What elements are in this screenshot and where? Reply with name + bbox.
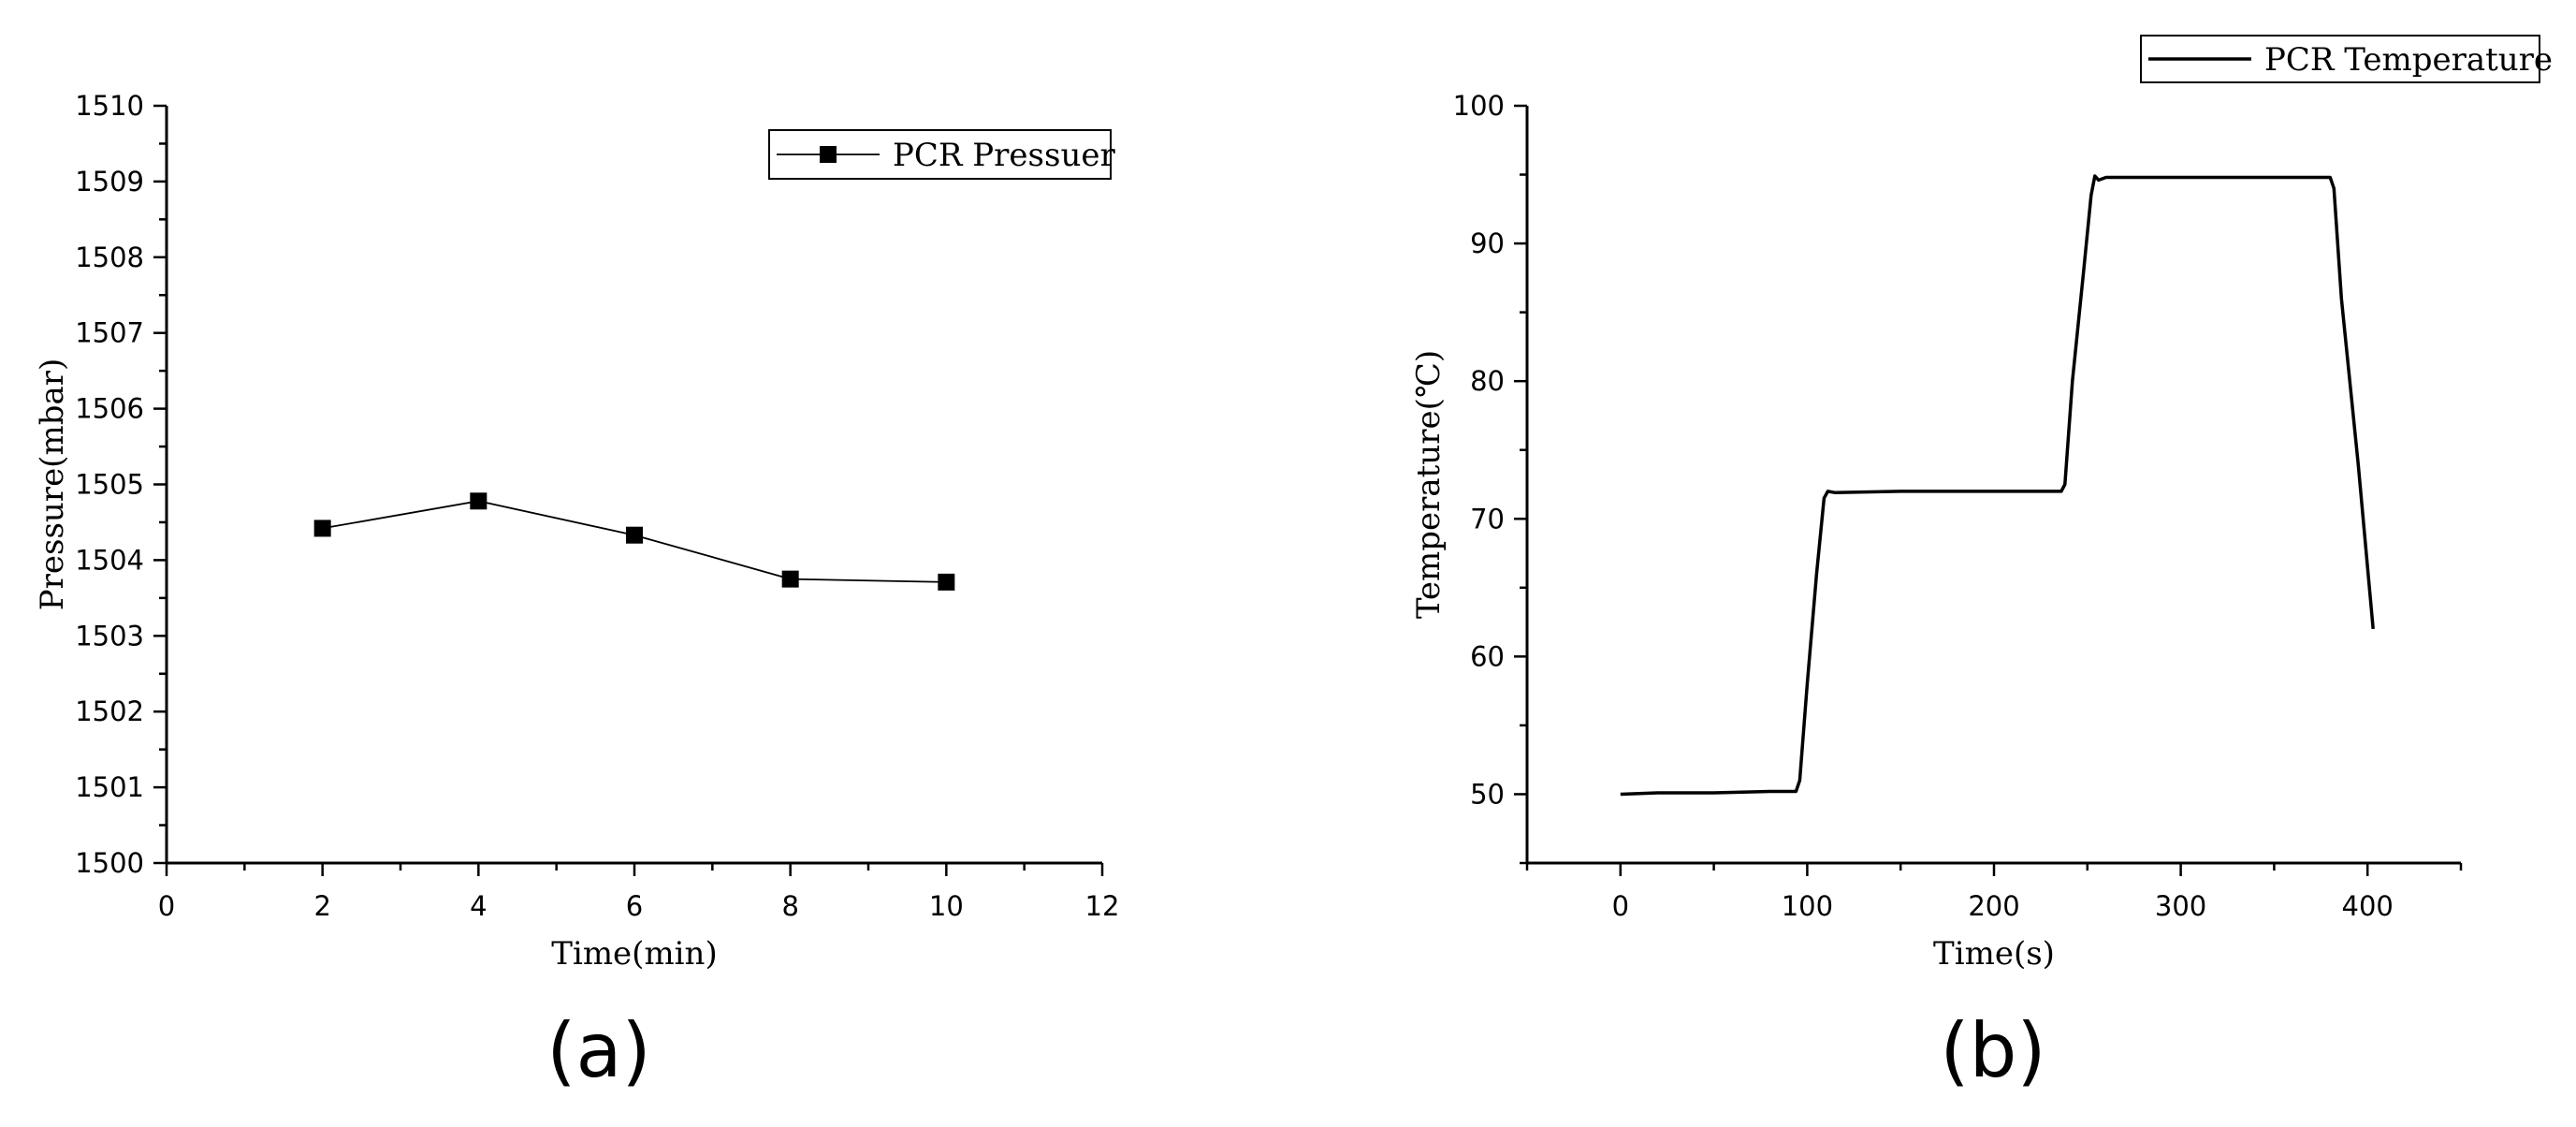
y-tick-label: 70 [1470,503,1505,534]
x-tick-label: 12 [1085,890,1120,922]
x-axis-title: Time(min) [551,935,717,973]
x-tick-label: 100 [1782,890,1833,922]
y-axis-title: Pressure(mbar) [34,359,71,610]
panel-label: (a) [546,1007,650,1094]
y-tick-label: 1505 [75,469,144,501]
legend-entry-label: PCR Pressuer [893,137,1115,174]
y-tick-label: 1501 [75,771,144,803]
x-tick-label: 4 [470,890,487,922]
x-tick-label: 6 [626,890,643,922]
y-tick-label: 1502 [75,695,144,727]
y-tick-label: 1507 [75,317,144,349]
x-axis-title: Time(s) [1933,935,2055,973]
x-tick-label: 0 [1612,890,1629,922]
data-point-marker [781,570,799,588]
y-axis-title: Temperature(℃) [1410,350,1448,619]
x-tick-label: 8 [781,890,798,922]
series-line [1620,174,2375,797]
panel-label: (b) [1940,1007,2045,1094]
data-point-marker [470,492,488,510]
data-point-marker [313,520,331,537]
data-point-marker [938,573,955,591]
y-tick-label: 1506 [75,393,144,425]
panel-a-pressure-chart: 0 2 4 6 8 10 12 1500 1501 1502 1503 1504 1505 1506 150… [34,90,1119,1094]
y-tick-label: 60 [1470,640,1505,672]
y-tick-label: 1504 [75,544,144,576]
x-tick-label: 300 [2155,890,2206,922]
legend-marker-sample [820,146,837,163]
x-tick-label: 400 [2342,890,2394,922]
x-tick-label: 2 [313,890,330,922]
y-tick-label: 1508 [75,242,144,273]
panel-b-temperature-chart: 0 100 200 300 400 50 60 70 80 90 100 Time(s) Tempera… [1410,35,2553,1094]
legend-entry-label: PCR Temperature [2264,41,2553,79]
y-tick-label: 1509 [75,166,144,198]
y-tick-label: 1500 [75,847,144,879]
y-tick-label: 1510 [75,90,144,122]
y-tick-label: 90 [1470,227,1505,259]
y-tick-label: 100 [1453,90,1505,122]
y-tick-label: 1503 [75,620,144,651]
data-point-marker [626,526,643,544]
x-tick-label: 0 [158,890,175,922]
x-tick-label: 200 [1968,890,2019,922]
y-tick-label: 50 [1470,778,1505,810]
y-tick-label: 80 [1470,365,1505,397]
x-tick-label: 10 [929,890,964,922]
